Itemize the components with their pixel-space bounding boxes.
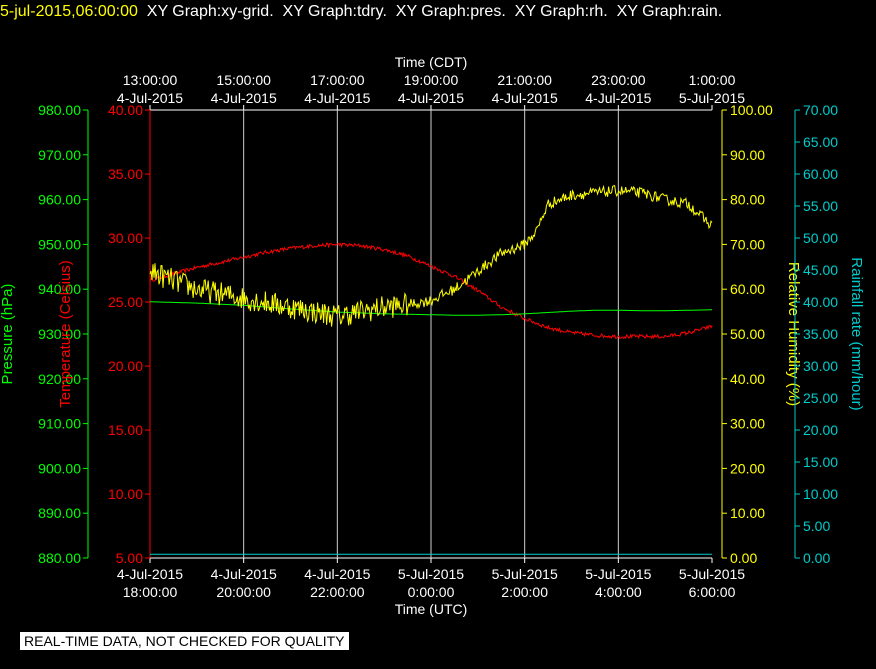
y-tick-label-pressure: 920.00 xyxy=(38,371,81,387)
x-top-tick-date: 4-Jul-2015 xyxy=(211,90,277,106)
y-tick-label-pressure: 900.00 xyxy=(38,460,81,476)
x-top-axis-title: Time (CDT) xyxy=(395,54,468,70)
x-bottom-tick-time: 4:00:00 xyxy=(595,584,642,600)
x-top-tick-date: 4-Jul-2015 xyxy=(492,90,558,106)
y-tick-label-temperature: 35.00 xyxy=(108,166,143,182)
y-tick-label-temperature: 5.00 xyxy=(116,550,143,566)
x-top-tick-date: 4-Jul-2015 xyxy=(398,90,464,106)
x-bottom-tick-date: 5-Jul-2015 xyxy=(679,566,745,582)
y-tick-label-humidity: 80.00 xyxy=(730,192,765,208)
y-tick-label-pressure: 960.00 xyxy=(38,192,81,208)
series-line-tdry xyxy=(149,242,713,340)
y-tick-label-humidity: 90.00 xyxy=(730,147,765,163)
y-tick-label-rain: 45.00 xyxy=(803,262,838,278)
y-tick-label-rain: 55.00 xyxy=(803,198,838,214)
quality-note: REAL-TIME DATA, NOT CHECKED FOR QUALITY xyxy=(20,632,350,650)
y-tick-label-rain: 65.00 xyxy=(803,134,838,150)
y-tick-label-pressure: 910.00 xyxy=(38,416,81,432)
x-bottom-tick-date: 5-Jul-2015 xyxy=(492,566,558,582)
y-tick-label-humidity: 50.00 xyxy=(730,326,765,342)
x-top-tick-time: 15:00:00 xyxy=(216,72,271,88)
y-tick-label-rain: 20.00 xyxy=(803,422,838,438)
series-line-rh xyxy=(149,184,713,327)
x-top-tick-date: 4-Jul-2015 xyxy=(304,90,370,106)
x-bottom-tick-date: 4-Jul-2015 xyxy=(211,566,277,582)
x-bottom-axis-title: Time (UTC) xyxy=(395,601,468,617)
x-bottom-tick-time: 2:00:00 xyxy=(501,584,548,600)
x-top-tick-date: 5-Jul-2015 xyxy=(679,90,745,106)
y-tick-label-humidity: 0.00 xyxy=(730,550,757,566)
x-top-tick-date: 4-Jul-2015 xyxy=(585,90,651,106)
y-tick-label-humidity: 20.00 xyxy=(730,460,765,476)
y-tick-label-temperature: 40.00 xyxy=(108,102,143,118)
y-tick-label-rain: 0.00 xyxy=(803,550,830,566)
y-tick-label-temperature: 25.00 xyxy=(108,294,143,310)
graph-label-pres: XY Graph:pres. xyxy=(395,3,506,20)
y-tick-label-pressure: 940.00 xyxy=(38,281,81,297)
y-tick-label-pressure: 980.00 xyxy=(38,102,81,118)
y-axis-title-pressure: Pressure (hPa) xyxy=(0,284,16,385)
y-tick-label-pressure: 880.00 xyxy=(38,550,81,566)
y-tick-label-rain: 10.00 xyxy=(803,486,838,502)
x-bottom-tick-time: 18:00:00 xyxy=(123,584,178,600)
timestamp: 5-jul-2015,06:00:00 xyxy=(0,3,138,20)
y-tick-label-rain: 40.00 xyxy=(803,294,838,310)
y-tick-label-rain: 30.00 xyxy=(803,358,838,374)
graph-label-rain: XY Graph:rain. xyxy=(616,3,723,20)
x-bottom-tick-date: 4-Jul-2015 xyxy=(117,566,183,582)
x-bottom-tick-time: 6:00:00 xyxy=(689,584,736,600)
y-tick-label-rain: 60.00 xyxy=(803,166,838,182)
y-tick-label-rain: 5.00 xyxy=(803,518,830,534)
y-tick-label-pressure: 930.00 xyxy=(38,326,81,342)
y-axis-title-temperature: Temperature (Celsius) xyxy=(57,260,74,408)
y-tick-label-temperature: 20.00 xyxy=(108,358,143,374)
x-top-tick-time: 19:00:00 xyxy=(404,72,459,88)
x-bottom-tick-date: 5-Jul-2015 xyxy=(585,566,651,582)
y-tick-label-temperature: 15.00 xyxy=(108,422,143,438)
graph-label-rh: XY Graph:rh. xyxy=(514,3,608,20)
y-tick-label-humidity: 10.00 xyxy=(730,505,765,521)
graph-label-tdry: XY Graph:tdry. xyxy=(282,3,387,20)
x-bottom-tick-time: 0:00:00 xyxy=(408,584,455,600)
y-tick-label-humidity: 40.00 xyxy=(730,371,765,387)
y-tick-label-rain: 15.00 xyxy=(803,454,838,470)
graph-label-xy-grid: XY Graph:xy-grid. xyxy=(146,3,274,20)
x-top-tick-time: 13:00:00 xyxy=(123,72,178,88)
x-bottom-tick-date: 4-Jul-2015 xyxy=(304,566,370,582)
y-tick-label-humidity: 30.00 xyxy=(730,416,765,432)
y-tick-label-temperature: 30.00 xyxy=(108,230,143,246)
y-tick-label-humidity: 70.00 xyxy=(730,236,765,252)
x-top-tick-time: 17:00:00 xyxy=(310,72,365,88)
x-top-tick-time: 1:00:00 xyxy=(689,72,736,88)
y-tick-label-rain: 50.00 xyxy=(803,230,838,246)
y-tick-label-pressure: 890.00 xyxy=(38,505,81,521)
y-tick-label-humidity: 60.00 xyxy=(730,281,765,297)
y-tick-label-rain: 25.00 xyxy=(803,390,838,406)
y-tick-label-humidity: 100.00 xyxy=(730,102,773,118)
header-bar: 5-jul-2015,06:00:00 XY Graph:xy-grid. XY… xyxy=(0,0,722,24)
y-tick-label-temperature: 10.00 xyxy=(108,486,143,502)
x-top-tick-time: 23:00:00 xyxy=(591,72,646,88)
x-bottom-tick-date: 5-Jul-2015 xyxy=(398,566,464,582)
x-top-tick-date: 4-Jul-2015 xyxy=(117,90,183,106)
y-tick-label-pressure: 950.00 xyxy=(38,236,81,252)
y-tick-label-pressure: 970.00 xyxy=(38,147,81,163)
y-tick-label-rain: 70.00 xyxy=(803,102,838,118)
y-axis-title-rain: Rainfall rate (mm/hour) xyxy=(848,257,865,410)
x-bottom-tick-time: 22:00:00 xyxy=(310,584,365,600)
x-top-tick-time: 21:00:00 xyxy=(497,72,552,88)
y-axis-title-humidity: Relative Humidity (%) xyxy=(785,262,802,406)
x-bottom-tick-time: 20:00:00 xyxy=(216,584,271,600)
y-tick-label-rain: 35.00 xyxy=(803,326,838,342)
